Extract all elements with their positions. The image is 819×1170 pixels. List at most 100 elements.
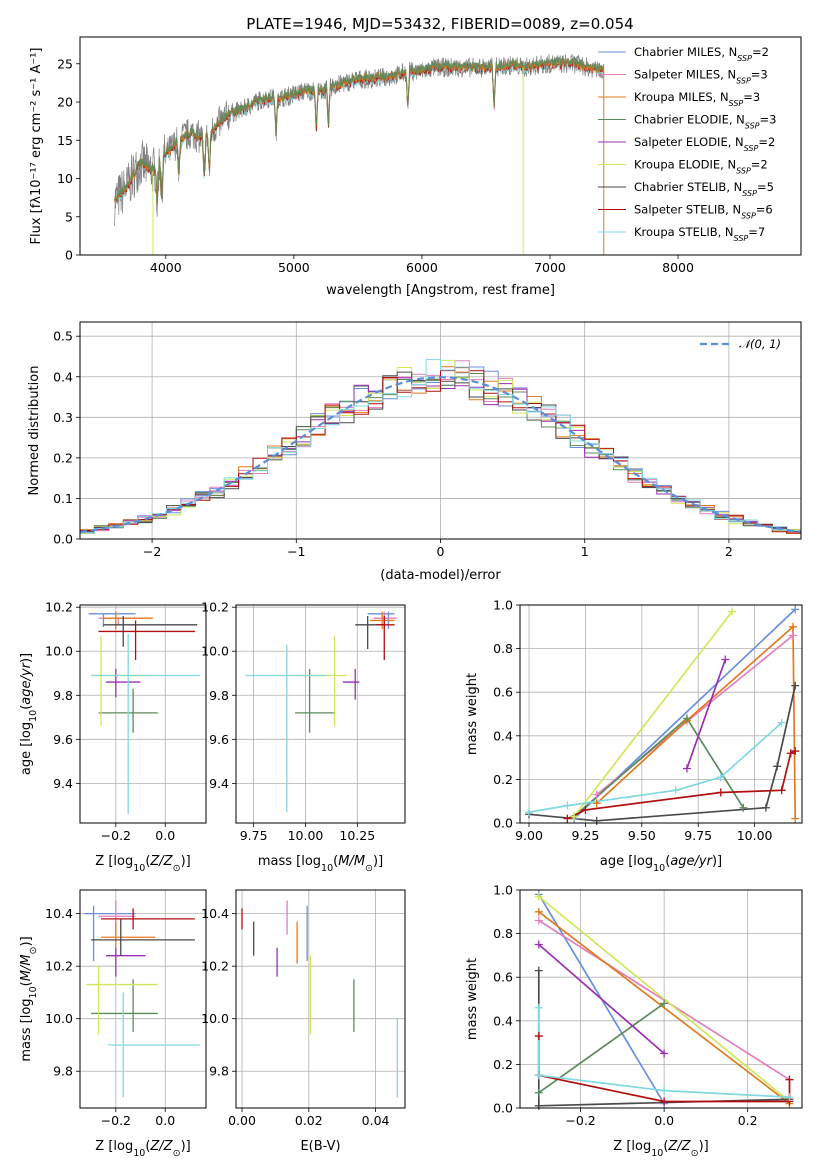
y-axis-label: age [log10(age/yr)]	[19, 653, 39, 775]
x-tick-label: 0.2	[738, 1113, 758, 1128]
legend-entry: Kroupa ELODIE, NSSP=2	[634, 158, 768, 176]
axes-frame	[519, 889, 803, 1109]
y-axis-label: mass [log10(M/M⊙)]	[19, 936, 39, 1061]
y-tick-label: 10.0	[201, 1011, 229, 1026]
plot-area	[80, 359, 801, 534]
label-part: 10	[321, 863, 333, 874]
axes-frame	[235, 889, 406, 1109]
legend-count: =7	[748, 225, 765, 239]
label-part: 10	[651, 1148, 663, 1159]
axes-frame	[79, 36, 802, 256]
legend-text: Kroupa MILES, N	[634, 90, 729, 104]
x-tick-label: 9.75	[240, 828, 268, 843]
mass-weight-line	[596, 624, 797, 819]
mass-weight-marker	[788, 631, 797, 640]
x-axis-label: Z [log10(Z/Z⊙)]	[95, 854, 190, 874]
label-part: 10	[28, 710, 39, 722]
x-axis-label: mass [log10(M/M⊙)]	[258, 854, 383, 874]
y-tick-label: 0	[65, 248, 73, 263]
legend-count: =2	[758, 135, 775, 149]
label-part: age [log	[600, 854, 653, 869]
x-tick-label: 10.00	[288, 828, 324, 843]
label-part: Z/Z	[149, 854, 173, 869]
mass-weight-marker	[534, 940, 543, 949]
mass-weight-marker	[592, 790, 601, 799]
y-tick-label: 0.0	[53, 532, 73, 547]
mass-weight-marker	[581, 805, 590, 814]
mass-weight-line	[537, 1007, 790, 1098]
x-axis-label: (data-model)/error	[380, 568, 501, 583]
y-tick-label: 9.8	[209, 688, 229, 703]
legend-count: =3	[751, 68, 768, 82]
legend-text: Kroupa ELODIE, N	[634, 158, 736, 172]
mass-weight-marker	[773, 762, 782, 771]
mass-vs-metallicity-panel: −0.2 0.09.810.010.210.4Z [log10(Z/Z⊙)]mas…	[19, 889, 207, 1159]
spectrum-panel: 4000 5000 6000 7000 8000 0 5 10 15 20 25 wavelength…	[29, 36, 802, 298]
y-tick-label: 0.8	[493, 641, 513, 656]
y-tick-label: 0.2	[493, 772, 513, 787]
y-axis-label: Flux [fλ10⁻¹⁷ erg cm⁻² s⁻¹ A⁻¹]	[29, 48, 44, 245]
mass-weight-marker	[660, 999, 669, 1008]
y-tick-label: 0.6	[493, 970, 513, 985]
mass-weight-marker	[785, 1075, 794, 1084]
label-part: )]	[19, 936, 34, 946]
label-part: (	[145, 854, 150, 869]
mass-weight-marker	[534, 1071, 543, 1080]
x-tick-label: 9.50	[628, 828, 656, 843]
x-tick-label: 0.02	[295, 1113, 323, 1128]
legend-subscript: SSP	[744, 144, 759, 153]
residual-distribution-panel: −2 −1 0 1 2 0.0 0.1 0.2 0.3 0.4 0.5 (data-model)/er…	[27, 321, 802, 583]
axes-frame	[519, 604, 803, 824]
label-part: age/yr	[19, 661, 34, 704]
mass-weight-vs-age-panel: 9.00 9.25 9.50 9.75 10.00 0.0 0.2 0.4 0.6 0.8 1.0 a…	[465, 598, 803, 874]
mass-weight-marker	[791, 681, 800, 690]
x-tick-label: 0.00	[228, 1113, 256, 1128]
mass-weight-marker	[570, 812, 579, 821]
legend-subscript: SSP	[741, 211, 756, 220]
legend-entry: Kroupa MILES, NSSP=3	[634, 90, 760, 108]
x-axis-label: age [log10(age/yr)]	[600, 854, 722, 874]
x-tick-label: 1	[581, 544, 589, 559]
y-tick-label: 9.8	[53, 688, 73, 703]
x-tick-label: −0.2	[101, 1113, 131, 1128]
legend-text: Salpeter ELODIE, N	[634, 135, 744, 149]
mass-weight-marker	[534, 892, 543, 901]
y-tick-label: 25	[57, 56, 73, 71]
label-part: Z/Z	[149, 1139, 173, 1154]
legend-count: =2	[752, 45, 769, 59]
label-part: ⊙	[173, 1148, 181, 1159]
x-tick-label: 0.0	[654, 1113, 674, 1128]
x-tick-label: 2	[725, 544, 733, 559]
label-part: )]	[19, 653, 34, 663]
mass-weight-marker	[791, 605, 800, 614]
label-part: ⊙	[28, 947, 39, 955]
mass-weight-marker	[728, 607, 737, 616]
label-part: M/M	[19, 954, 34, 981]
x-tick-label: 10.25	[339, 828, 375, 843]
mass-weight-marker	[786, 749, 795, 758]
label-part: ⊙	[691, 1148, 699, 1159]
x-tick-label: 6000	[406, 260, 438, 275]
y-tick-label: 9.4	[53, 776, 73, 791]
y-tick-label: 10.0	[201, 644, 229, 659]
y-tick-label: 10	[57, 171, 73, 186]
legend-text: Salpeter STELIB, N	[634, 203, 741, 217]
legend-text: Chabrier ELODIE, N	[634, 113, 745, 127]
y-tick-label: 9.8	[209, 1064, 229, 1079]
y-tick-label: 1.0	[493, 598, 513, 613]
mass-weight-marker	[660, 1097, 669, 1106]
plot-area	[114, 53, 605, 255]
x-tick-label: 7000	[534, 260, 566, 275]
label-part: (	[19, 981, 34, 986]
y-tick-label: 0.6	[493, 685, 513, 700]
x-tick-label: −0.2	[101, 828, 131, 843]
y-tick-label: 0.3	[53, 410, 73, 425]
mass-weight-line	[538, 895, 791, 1103]
x-axis-label: E(B-V)	[300, 1139, 340, 1154]
y-tick-label: 9.6	[53, 732, 73, 747]
y-tick-label: 10.2	[201, 959, 229, 974]
y-axis-label: mass weight	[465, 673, 480, 755]
y-tick-label: 15	[57, 133, 73, 148]
mass-weight-marker	[534, 1032, 543, 1041]
mass-weight-marker	[563, 814, 572, 823]
